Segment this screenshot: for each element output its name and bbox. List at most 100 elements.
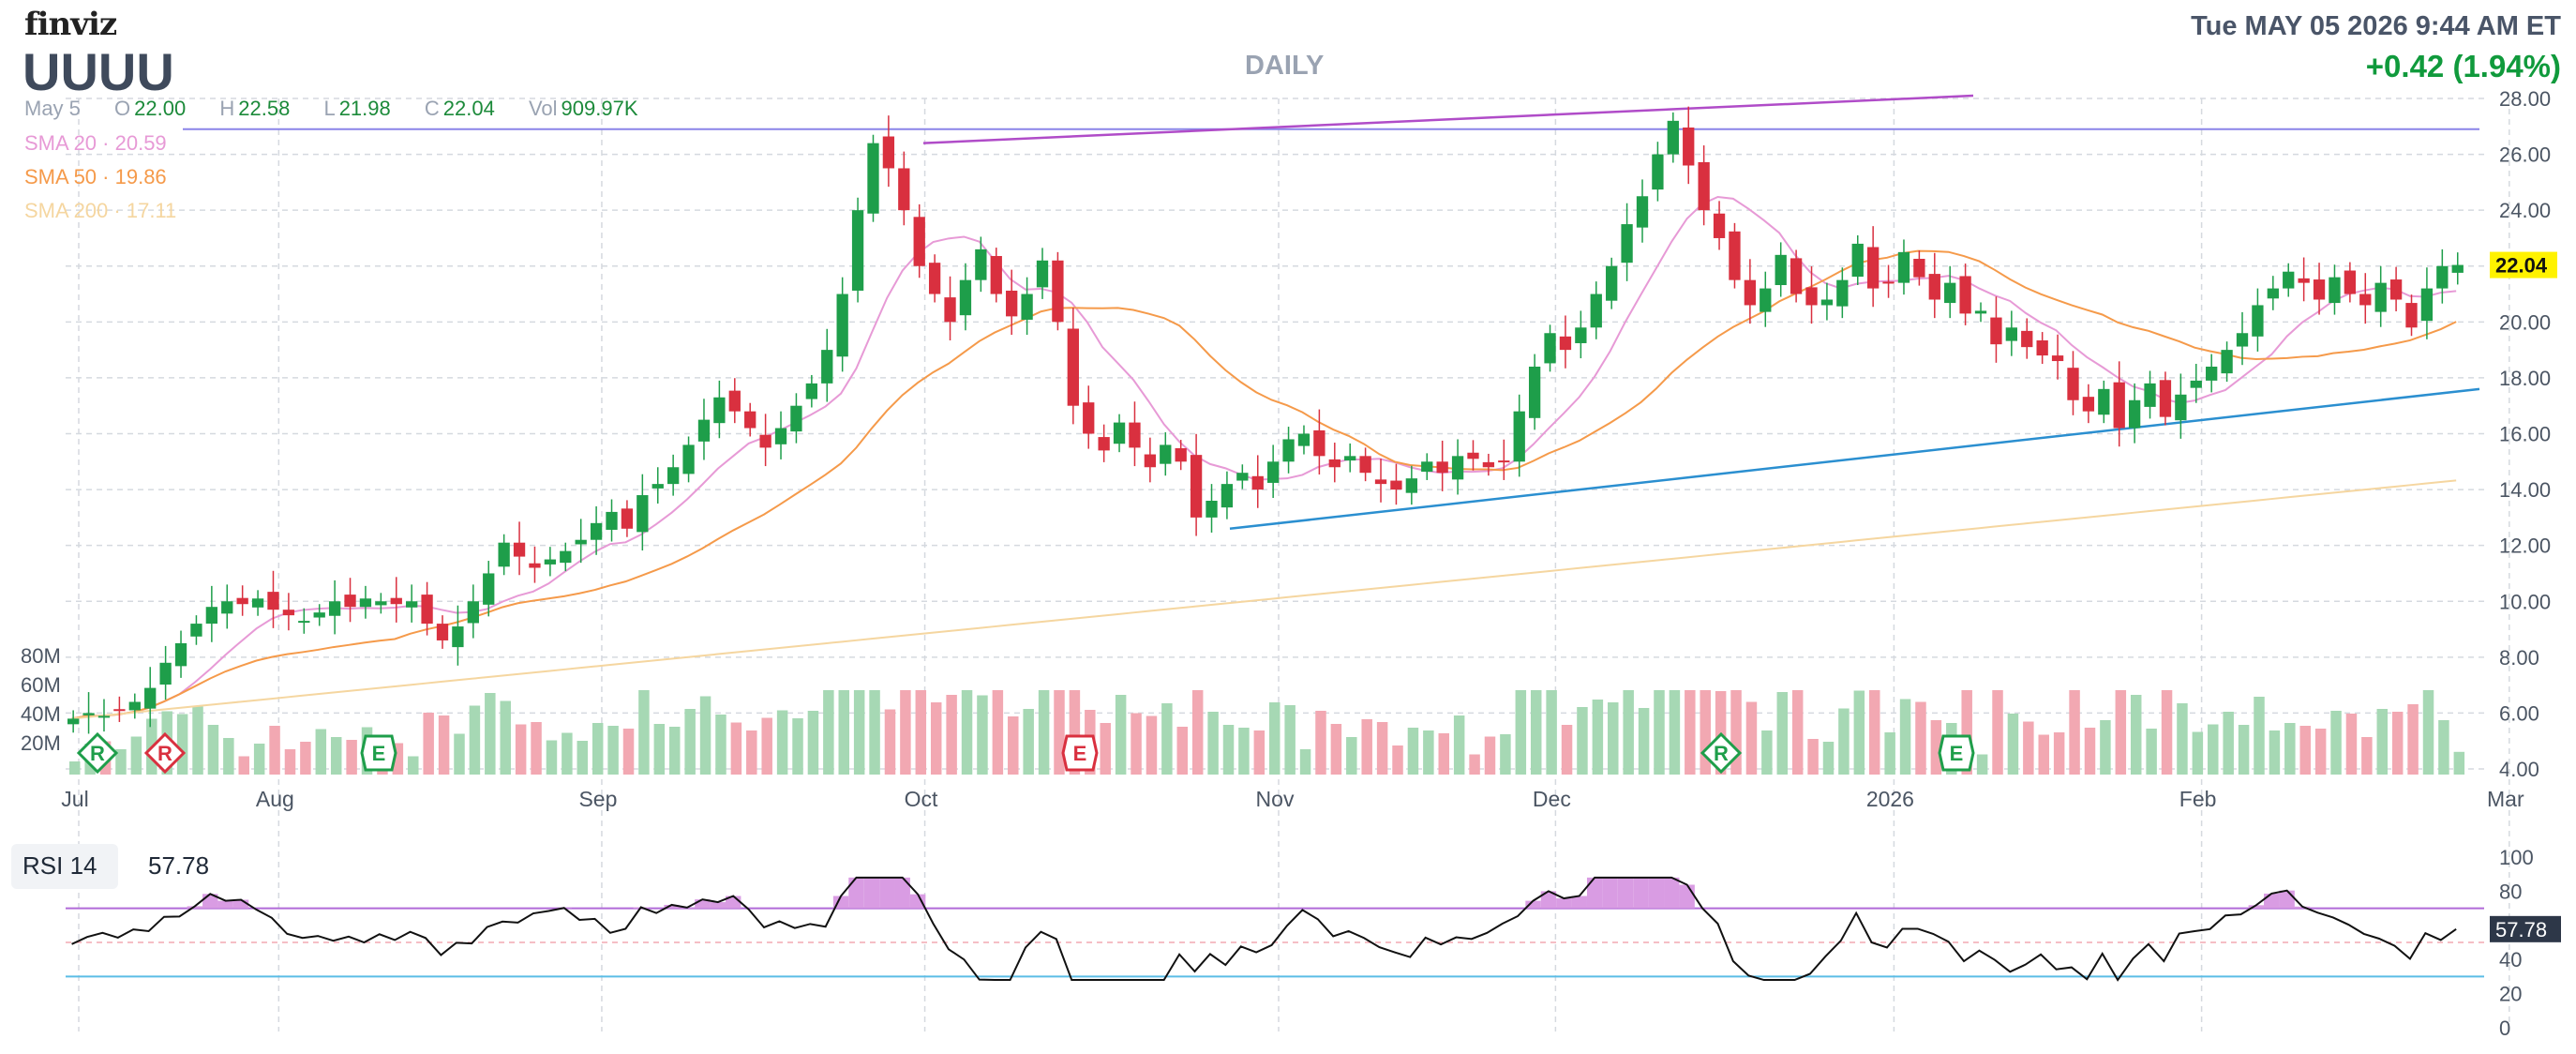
ohlc-date: May 5 [24, 97, 81, 120]
rsi-overbought-fill [1602, 877, 1618, 909]
rsi-tick-label: 80 [2499, 880, 2522, 903]
volume-bar [1222, 725, 1235, 775]
sma50-legend[interactable]: SMA 50 · 19.86 [24, 165, 167, 188]
volume-bar [2269, 730, 2281, 775]
event-marker-label: R [90, 742, 105, 765]
volume-bar [1100, 723, 1111, 775]
volume-bar [823, 690, 834, 775]
volume-bar [2084, 728, 2096, 775]
volume-bar [192, 706, 203, 775]
candle-body [1144, 454, 1157, 468]
candle-body [774, 428, 787, 444]
rsi-legend-box[interactable] [11, 844, 118, 889]
volume-bar [1284, 705, 1295, 775]
volume-bar [423, 713, 434, 775]
candle-body [375, 601, 387, 606]
candle-body [1374, 479, 1387, 485]
volume-bar [1654, 690, 1665, 775]
volume-bar [2391, 712, 2404, 775]
candle-body [2190, 380, 2202, 388]
candle-body [621, 508, 634, 529]
x-tick-label: Sep [578, 787, 617, 811]
volume-bar [1592, 700, 1604, 775]
volume-bar [884, 709, 896, 775]
volume-bar [900, 690, 911, 775]
volume-bar [515, 724, 527, 775]
candle-body [1482, 461, 1495, 468]
volume-bar [1315, 711, 1326, 775]
candle-body [1436, 461, 1448, 474]
volume-bar [408, 756, 419, 775]
rsi-overbought-fill [894, 877, 910, 909]
volume-bar [946, 695, 957, 775]
last-price-label: 22.04 [2495, 254, 2548, 278]
volume-bar [1453, 715, 1465, 775]
volume-bar [1623, 690, 1634, 775]
candle-body [790, 405, 802, 432]
candle-body [1190, 455, 1203, 518]
rsi-tick-label: 0 [2499, 1016, 2510, 1040]
sma20-legend[interactable]: SMA 20 · 20.59 [24, 131, 167, 155]
rsi-overbought-fill [1633, 877, 1649, 909]
volume-bar [2438, 720, 2449, 775]
sma20-label: SMA 20 [24, 131, 97, 155]
y-tick-label: 6.00 [2499, 701, 2539, 725]
volume-tick-label: 20M [21, 731, 61, 755]
volume-bar [977, 695, 988, 775]
volume-tick-label: 60M [21, 673, 61, 697]
volume-bar [1176, 727, 1189, 775]
earnings-revision-marker [1700, 731, 1743, 775]
candle-body [67, 718, 80, 725]
candle-body [82, 713, 95, 715]
candle-body [867, 143, 879, 214]
sma200-legend[interactable]: SMA 200 · 17.11 [24, 199, 177, 222]
x-tick-label: 2026 [1866, 787, 1914, 811]
sma20-line [71, 195, 2457, 720]
candle-body [1297, 433, 1310, 446]
candle-body [1405, 478, 1417, 493]
ticker-symbol: UUUU [22, 42, 174, 101]
candle-body [2374, 282, 2387, 312]
volume-bar [2146, 729, 2157, 775]
candle-body [544, 559, 557, 565]
volume-bar [1884, 732, 1895, 775]
candle-body [990, 256, 1002, 294]
low-value: 21.98 [338, 97, 391, 120]
volume-bar [1500, 734, 1511, 775]
candle-body [159, 662, 172, 685]
candle-body [2098, 388, 2110, 415]
sma20-value: 20.59 [114, 131, 167, 155]
candle-body [2420, 288, 2434, 322]
candle-body [637, 495, 649, 533]
rsi-value: 57.78 [148, 851, 210, 880]
volume-bar [69, 761, 81, 775]
volume-bar [392, 743, 404, 775]
volume-bar [1023, 709, 1034, 775]
finviz-logo[interactable]: finviz [24, 6, 117, 43]
candle-body [1621, 224, 1633, 264]
candle-body [1328, 459, 1340, 468]
candle-body [2236, 333, 2249, 347]
ohlc-legend: May 5 O 22.00 H 22.58 L 21.98 C 22.04 Vol 909… [24, 97, 666, 121]
high-value: 22.58 [238, 97, 291, 120]
candle-body [1221, 484, 1234, 508]
volume-bar [300, 742, 311, 775]
candle-body [2144, 383, 2156, 407]
candle-body [1282, 439, 1295, 462]
volume-bar [454, 733, 465, 775]
sma50-value: 19.86 [114, 165, 167, 188]
candle-body [1359, 456, 1371, 474]
volume-bar [485, 693, 496, 775]
candle-body [959, 279, 972, 316]
x-tick-label: Oct [905, 787, 938, 811]
candle-body [2175, 394, 2187, 421]
candle-body [975, 248, 987, 280]
rsi-overbought-fill [1679, 884, 1695, 909]
candle-body [1067, 328, 1079, 406]
volume-bar [1915, 701, 1926, 775]
candle-body [1851, 243, 1864, 278]
candle-body [174, 642, 187, 667]
volume-bar [1745, 701, 1758, 775]
volume-bar [1346, 737, 1357, 775]
volume-label: Vol [528, 97, 558, 120]
